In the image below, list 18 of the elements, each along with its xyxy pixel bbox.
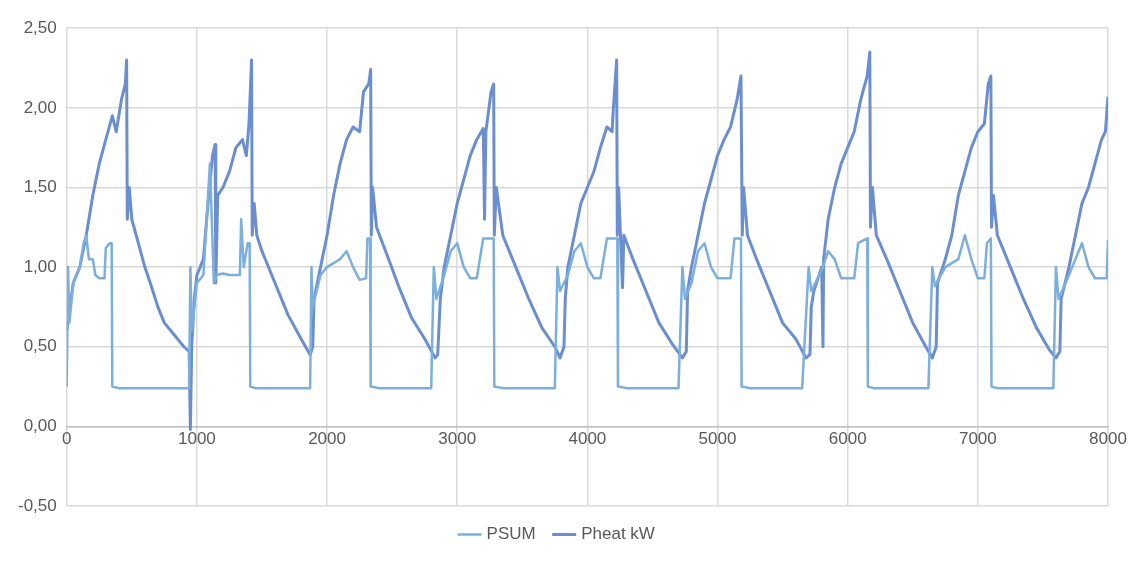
legend-label: Pheat kW: [581, 524, 655, 544]
x-tick-label: 5000: [698, 429, 737, 449]
x-tick-label: 2000: [308, 429, 346, 449]
x-tick-label: 8000: [1089, 429, 1127, 449]
x-tick-label: 7000: [958, 429, 997, 449]
x-tick-label: 6000: [828, 429, 867, 449]
y-tick-label: 2,50: [23, 17, 57, 37]
x-tick-label: 1000: [177, 429, 216, 449]
y-tick-label: 2,00: [23, 97, 57, 117]
y-tick-label: 0,50: [23, 336, 57, 356]
y-tick-label: 0,00: [23, 416, 57, 436]
x-tick-label: 4000: [568, 429, 607, 449]
legend-label: PSUM: [486, 524, 536, 544]
x-tick-label: 0: [62, 429, 72, 449]
y-tick-label: -0,50: [18, 495, 57, 515]
y-tick-label: 1,00: [23, 256, 57, 276]
x-tick-label: 3000: [438, 429, 477, 449]
y-tick-label: 1,50: [23, 177, 57, 197]
